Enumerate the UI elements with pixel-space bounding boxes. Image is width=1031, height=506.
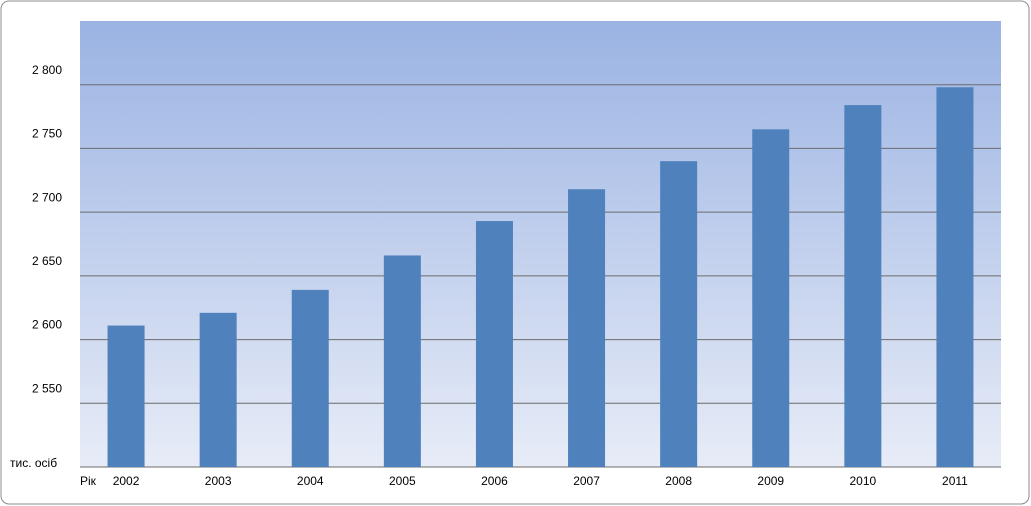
bar: [660, 161, 698, 467]
bar: [199, 312, 237, 467]
x-tick-label: 2003: [205, 474, 232, 488]
y-tick-label: 2 750: [32, 127, 62, 141]
x-tick-label: 2007: [573, 474, 600, 488]
bar: [291, 289, 329, 467]
x-tick-label: 2011: [942, 474, 968, 488]
x-tick-label: 2009: [757, 474, 784, 488]
y-axis-label: тис. осіб: [10, 456, 57, 470]
bar: [936, 87, 974, 468]
x-axis-label: Рік: [80, 474, 97, 488]
y-tick-label: 2 650: [32, 254, 62, 268]
x-tick-label: 2002: [113, 474, 140, 488]
bar: [107, 325, 145, 467]
y-tick-label: 2 800: [32, 63, 62, 77]
y-tick-label: 2 700: [32, 190, 62, 204]
bar: [844, 105, 882, 468]
x-tick-label: 2008: [665, 474, 692, 488]
bar: [568, 189, 606, 467]
bar: [475, 221, 513, 467]
x-tick-label: 2005: [389, 474, 416, 488]
y-tick-label: 2 600: [32, 318, 62, 332]
y-tick-label: 2 550: [32, 381, 62, 395]
x-tick-label: 2010: [849, 474, 876, 488]
x-tick-label: 2004: [297, 474, 324, 488]
bar: [383, 255, 421, 467]
bar: [752, 129, 790, 468]
x-tick-label: 2006: [481, 474, 508, 488]
